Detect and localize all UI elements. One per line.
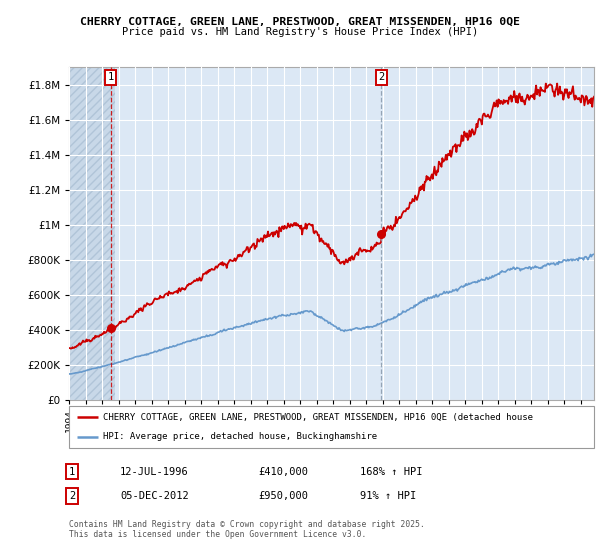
Text: 91% ↑ HPI: 91% ↑ HPI — [360, 491, 416, 501]
Text: 168% ↑ HPI: 168% ↑ HPI — [360, 466, 422, 477]
Text: 1: 1 — [69, 466, 75, 477]
Text: 1: 1 — [107, 72, 114, 82]
Text: 05-DEC-2012: 05-DEC-2012 — [120, 491, 189, 501]
Text: HPI: Average price, detached house, Buckinghamshire: HPI: Average price, detached house, Buck… — [103, 432, 377, 441]
Text: £410,000: £410,000 — [258, 466, 308, 477]
Bar — [69, 67, 115, 400]
Text: £950,000: £950,000 — [258, 491, 308, 501]
Text: 2: 2 — [378, 72, 385, 82]
Text: Price paid vs. HM Land Registry's House Price Index (HPI): Price paid vs. HM Land Registry's House … — [122, 27, 478, 37]
FancyBboxPatch shape — [69, 406, 594, 448]
Text: Contains HM Land Registry data © Crown copyright and database right 2025.
This d: Contains HM Land Registry data © Crown c… — [69, 520, 425, 539]
Text: CHERRY COTTAGE, GREEN LANE, PRESTWOOD, GREAT MISSENDEN, HP16 0QE: CHERRY COTTAGE, GREEN LANE, PRESTWOOD, G… — [80, 17, 520, 27]
Text: CHERRY COTTAGE, GREEN LANE, PRESTWOOD, GREAT MISSENDEN, HP16 0QE (detached house: CHERRY COTTAGE, GREEN LANE, PRESTWOOD, G… — [103, 413, 533, 422]
Text: 2: 2 — [69, 491, 75, 501]
Text: 12-JUL-1996: 12-JUL-1996 — [120, 466, 189, 477]
